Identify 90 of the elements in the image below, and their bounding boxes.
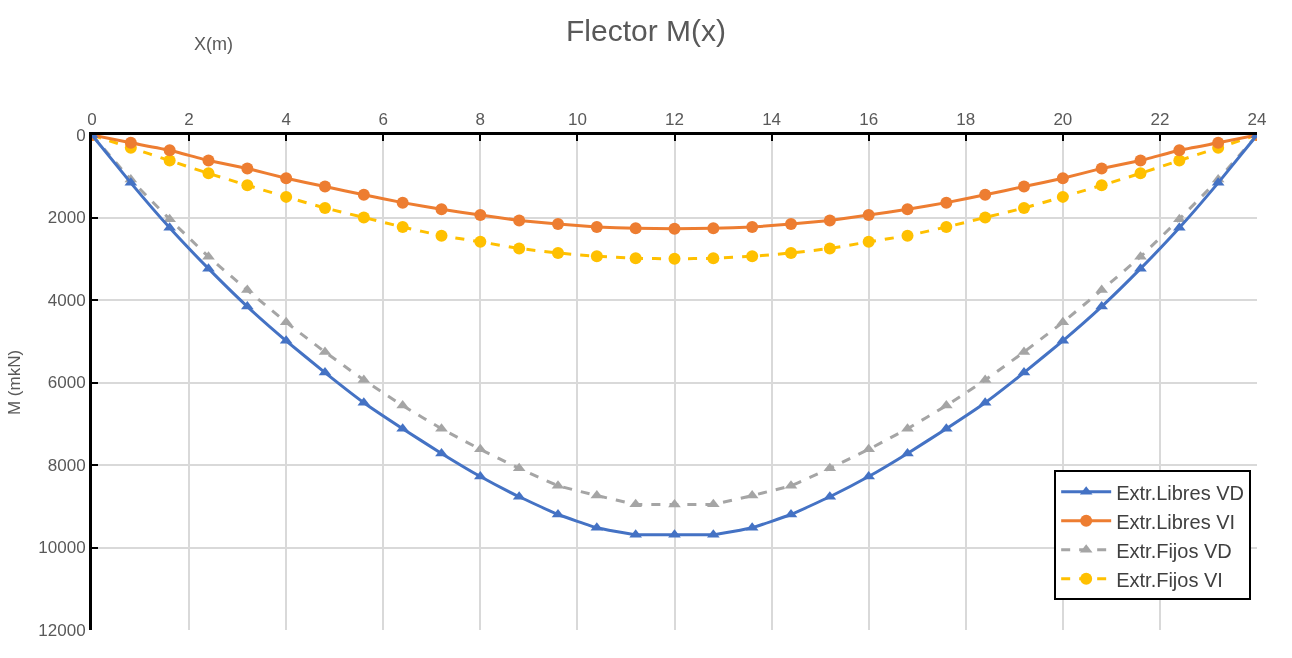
- point: [552, 246, 564, 259]
- x-tick-label: 8: [475, 110, 486, 130]
- x-tick-label: 20: [1053, 110, 1073, 130]
- y-axis-title: M (mkN): [4, 349, 24, 416]
- point: [473, 443, 487, 453]
- point: [124, 136, 137, 149]
- point: [629, 252, 642, 265]
- point: [979, 188, 992, 201]
- point: [163, 154, 176, 167]
- point: [1095, 179, 1108, 192]
- x-tick-label: 12: [665, 110, 684, 130]
- point: [668, 222, 681, 235]
- point: [862, 443, 876, 453]
- point: [163, 144, 176, 157]
- x-tick-label: 10: [567, 110, 587, 130]
- point: [862, 235, 875, 248]
- point: [785, 246, 797, 259]
- point: [1134, 154, 1147, 167]
- point: [707, 252, 720, 265]
- point: [396, 196, 409, 209]
- point: [279, 316, 293, 326]
- point: [1173, 144, 1186, 157]
- x-tick-label: 4: [281, 110, 291, 130]
- x-tick-label: 22: [1150, 110, 1170, 130]
- point: [435, 203, 448, 216]
- point: [1018, 202, 1030, 214]
- y-tick-label: 10000: [38, 538, 86, 558]
- point: [1134, 167, 1147, 180]
- point: [396, 220, 409, 233]
- legend-label: Extr.Fijos VD: [1116, 539, 1232, 562]
- point: [202, 154, 215, 167]
- x-tick-label: 16: [859, 110, 879, 130]
- legend-label: Extr.Libres VD: [1116, 481, 1244, 504]
- point: [940, 196, 953, 209]
- x-tick-label: 6: [378, 110, 388, 130]
- x-axis-title: X(m): [194, 34, 233, 54]
- point: [1056, 190, 1069, 203]
- x-tick-label: 2: [184, 110, 194, 130]
- point: [823, 242, 836, 255]
- y-tick-label: 4000: [47, 290, 86, 310]
- point: [862, 209, 875, 222]
- point: [474, 235, 487, 248]
- point: [940, 220, 953, 233]
- point: [280, 190, 293, 203]
- y-tick-label: 8000: [47, 455, 86, 475]
- point: [746, 250, 759, 263]
- point: [513, 214, 526, 227]
- point: [319, 202, 331, 214]
- point: [668, 252, 681, 265]
- point: [241, 162, 254, 175]
- point: [513, 242, 526, 255]
- point: [1018, 180, 1030, 193]
- point: [823, 462, 837, 472]
- x-tick-label: 24: [1247, 110, 1267, 130]
- point: [1212, 136, 1225, 149]
- point: [357, 188, 370, 201]
- point: [707, 222, 720, 235]
- point: [785, 218, 797, 231]
- point: [823, 214, 836, 227]
- point: [1173, 154, 1186, 167]
- point: [590, 220, 603, 233]
- point: [512, 462, 526, 472]
- legend-label: Extr.Fijos VI: [1116, 568, 1223, 591]
- legend-label: Extr.Libres VI: [1116, 510, 1236, 533]
- point: [746, 220, 759, 233]
- point: [435, 447, 448, 457]
- y-tick-label: 12000: [38, 620, 86, 640]
- point: [474, 209, 487, 222]
- chart-title: Flector M(x): [566, 13, 726, 47]
- point: [901, 203, 914, 216]
- y-tick-label: 6000: [47, 373, 86, 393]
- point: [435, 229, 448, 242]
- point: [1095, 162, 1108, 175]
- x-tick-label: 14: [762, 110, 782, 130]
- y-tick-label: 0: [76, 125, 86, 145]
- point: [629, 222, 642, 235]
- point: [552, 218, 564, 231]
- x-tick-label: 18: [956, 110, 976, 130]
- point: [901, 229, 914, 242]
- point: [901, 447, 914, 457]
- point: [357, 211, 370, 224]
- point: [590, 250, 603, 263]
- point: [979, 211, 992, 224]
- point: [202, 167, 215, 180]
- point: [280, 172, 293, 185]
- point: [319, 180, 331, 193]
- point: [241, 179, 254, 192]
- y-tick-label: 2000: [47, 208, 86, 228]
- point: [1056, 316, 1070, 326]
- point: [1056, 172, 1069, 185]
